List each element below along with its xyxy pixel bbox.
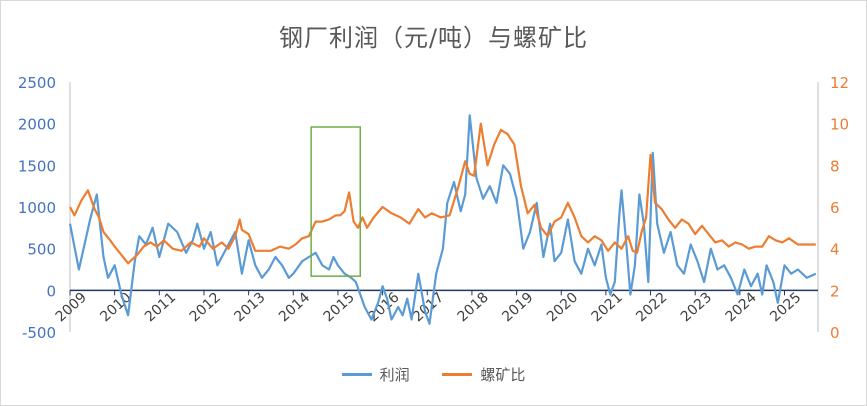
- x-tick-label: 2021: [589, 289, 626, 325]
- y-left-tick-label: -500: [22, 324, 56, 342]
- x-tick-label: 2009: [53, 289, 90, 325]
- y-right-tick-label: 2: [830, 282, 840, 300]
- y-left-tick-label: 500: [27, 241, 56, 259]
- legend-swatch-ratio: [442, 373, 473, 376]
- legend-item-ratio[interactable]: 螺矿比: [442, 364, 525, 385]
- x-tick-label: 2014: [276, 289, 313, 325]
- y-right-tick-label: 10: [830, 116, 849, 134]
- y-right-tick-label: 8: [830, 157, 840, 175]
- x-tick-label: 2018: [455, 289, 492, 325]
- chart-legend: 利润 螺矿比: [0, 362, 867, 385]
- y-right-tick-label: 4: [830, 241, 840, 259]
- x-tick-label: 2013: [231, 289, 268, 325]
- legend-swatch-profit: [341, 373, 372, 376]
- y-left-tick-label: 1000: [18, 199, 56, 217]
- x-tick-label: 2015: [321, 289, 358, 325]
- y-left-tick-label: 2500: [18, 74, 56, 92]
- x-tick-label: 2025: [767, 289, 804, 325]
- y-left-tick-label: 2000: [18, 116, 56, 134]
- y-left-tick-label: 0: [46, 282, 56, 300]
- legend-label-ratio: 螺矿比: [480, 366, 526, 384]
- highlight-box: [310, 126, 362, 277]
- y-right-tick-label: 0: [830, 324, 840, 342]
- x-tick-label: 2020: [544, 289, 581, 325]
- legend-label-profit: 利润: [379, 366, 410, 384]
- y-right-tick-label: 12: [830, 74, 849, 92]
- x-tick-label: 2019: [499, 289, 536, 325]
- x-tick-label: 2023: [678, 289, 715, 325]
- x-tick-label: 2024: [723, 289, 760, 325]
- series-line-profit: [68, 114, 817, 325]
- x-tick-label: 2011: [142, 289, 179, 325]
- legend-item-profit[interactable]: 利润: [341, 364, 410, 385]
- y-left-tick-label: 1500: [18, 157, 56, 175]
- x-tick-label: 2012: [187, 289, 224, 325]
- y-right-tick-label: 6: [830, 199, 840, 217]
- chart-title: 钢厂利润（元/吨）与螺矿比: [278, 24, 589, 52]
- x-tick-label: 2022: [633, 289, 670, 325]
- series-line-ratio: [69, 122, 816, 265]
